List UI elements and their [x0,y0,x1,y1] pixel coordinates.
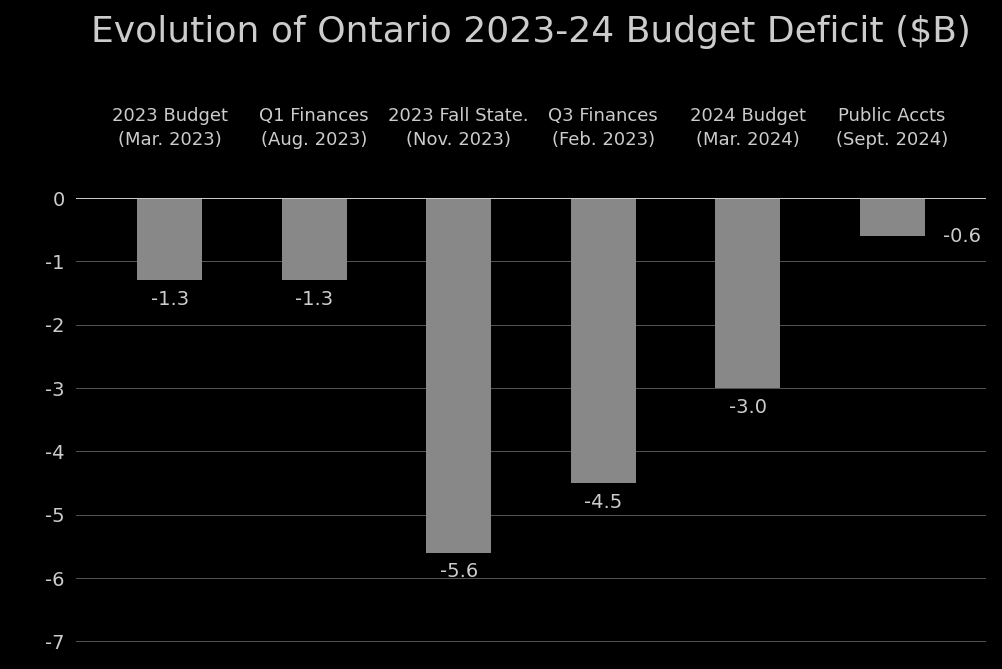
Text: -3.0: -3.0 [728,397,767,417]
Text: -1.3: -1.3 [296,290,334,309]
Bar [860,198,925,236]
Bar [570,198,635,483]
Bar [426,198,491,553]
Text: -0.6: -0.6 [943,227,981,246]
Text: -5.6: -5.6 [440,562,478,581]
Text: -1.3: -1.3 [150,290,188,309]
Text: -4.5: -4.5 [584,492,622,512]
Bar [715,198,781,388]
Bar [137,198,202,280]
Bar [282,198,347,280]
Title: Evolution of Ontario 2023-24 Budget Deficit ($B): Evolution of Ontario 2023-24 Budget Defi… [91,15,971,49]
